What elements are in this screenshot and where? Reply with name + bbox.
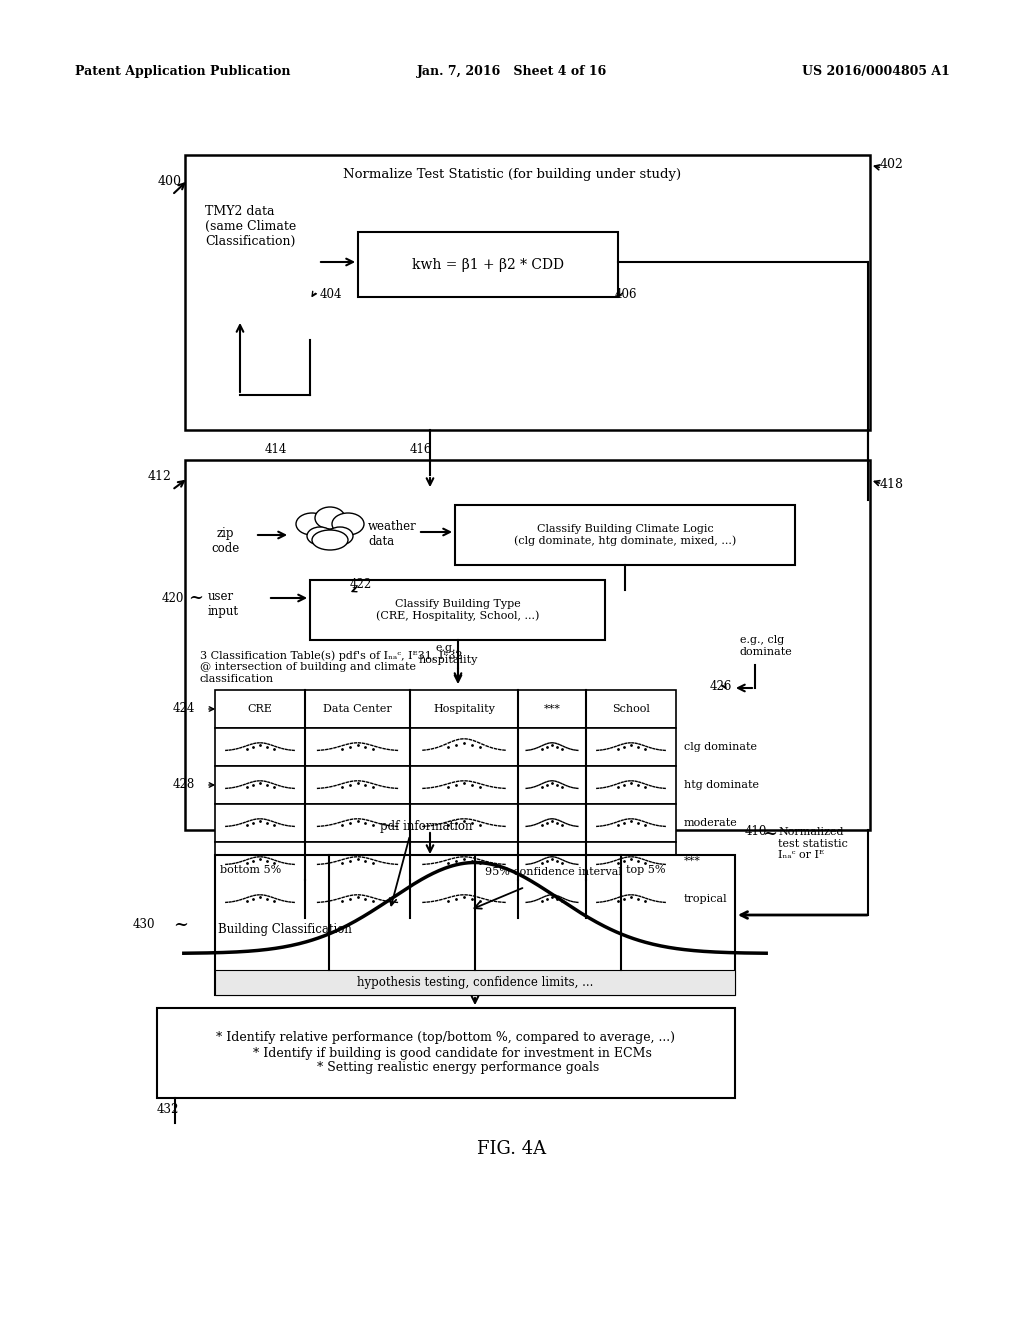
Bar (358, 232, 618, 297)
Text: Normalize Test Statistic (for building under study): Normalize Test Statistic (for building u… (343, 168, 681, 181)
Text: * Identify relative performance (top/bottom %, compared to average, ...)
   * Id: * Identify relative performance (top/bot… (216, 1031, 676, 1074)
Ellipse shape (327, 527, 353, 545)
Bar (185, 154, 870, 430)
Text: top 5%: top 5% (626, 865, 666, 875)
Text: Hospitality: Hospitality (433, 704, 495, 714)
Text: hypothesis testing, confidence limits, ...: hypothesis testing, confidence limits, .… (356, 975, 593, 989)
Text: user
input: user input (208, 590, 239, 618)
Text: FIG. 4A: FIG. 4A (477, 1140, 547, 1158)
Text: US 2016/0004805 A1: US 2016/0004805 A1 (802, 66, 950, 78)
Text: 422: 422 (350, 578, 373, 591)
Text: 430: 430 (132, 919, 155, 932)
Bar (310, 579, 605, 640)
Bar (215, 804, 676, 842)
Text: ***: *** (684, 855, 700, 866)
Ellipse shape (332, 513, 364, 535)
Text: tropical: tropical (684, 894, 728, 904)
Text: Normalized
test statistic
Iₙₐᶜ or Iᴱ: Normalized test statistic Iₙₐᶜ or Iᴱ (778, 828, 848, 861)
Text: zip
code: zip code (211, 527, 240, 554)
Text: 3 Classification Table(s) pdf's of Iₙₐᶜ, Iᴱ31, Iᴱ32
@ intersection of building a: 3 Classification Table(s) pdf's of Iₙₐᶜ,… (200, 649, 463, 684)
Text: ~: ~ (173, 916, 188, 935)
Text: ~: ~ (188, 589, 203, 607)
Text: e.g.,
hospitality: e.g., hospitality (419, 643, 477, 664)
Text: 426: 426 (710, 680, 732, 693)
Ellipse shape (315, 507, 345, 529)
Text: ***: *** (544, 704, 560, 714)
Ellipse shape (312, 531, 348, 550)
Text: 400: 400 (158, 176, 182, 187)
Text: 412: 412 (148, 470, 172, 483)
Text: pdf information: pdf information (380, 820, 472, 833)
Text: kwh = β1 + β2 * CDD: kwh = β1 + β2 * CDD (412, 257, 564, 272)
Text: Classify Building Type
(CRE, Hospitality, School, ...): Classify Building Type (CRE, Hospitality… (376, 599, 540, 622)
Bar (215, 880, 676, 917)
Text: clg dominate: clg dominate (684, 742, 757, 752)
Text: htg dominate: htg dominate (684, 780, 759, 789)
Text: 428: 428 (173, 779, 195, 792)
Text: CRE: CRE (248, 704, 272, 714)
Bar (185, 459, 870, 830)
Bar (215, 729, 676, 766)
Ellipse shape (307, 527, 333, 545)
Text: bottom 5%: bottom 5% (220, 865, 282, 875)
Text: 416: 416 (410, 444, 432, 455)
Text: Classify Building Climate Logic
(clg dominate, htg dominate, mixed, ...): Classify Building Climate Logic (clg dom… (514, 524, 736, 546)
Text: Jan. 7, 2016   Sheet 4 of 16: Jan. 7, 2016 Sheet 4 of 16 (417, 66, 607, 78)
Text: 402: 402 (880, 158, 904, 172)
Text: Data Center: Data Center (324, 704, 392, 714)
Text: 404: 404 (319, 288, 342, 301)
Text: 432: 432 (157, 1104, 179, 1115)
Bar (215, 842, 676, 880)
Text: School: School (612, 704, 650, 714)
Bar (215, 970, 735, 995)
Text: weather
data: weather data (368, 520, 417, 548)
Bar (157, 1008, 735, 1098)
Text: 414: 414 (265, 444, 288, 455)
Bar (455, 506, 795, 565)
Text: 424: 424 (173, 702, 195, 715)
Text: moderate: moderate (684, 818, 737, 828)
Bar (215, 690, 676, 729)
Text: 420: 420 (162, 591, 184, 605)
Text: Building Classification: Building Classification (218, 923, 352, 936)
Text: Patent Application Publication: Patent Application Publication (75, 66, 291, 78)
Text: TMY2 data
(same Climate
Classification): TMY2 data (same Climate Classification) (205, 205, 296, 248)
Text: 410: 410 (745, 825, 767, 838)
Ellipse shape (296, 513, 328, 535)
Text: 418: 418 (880, 478, 904, 491)
Bar (215, 766, 676, 804)
Text: 406: 406 (615, 288, 638, 301)
Text: ~: ~ (762, 825, 777, 843)
Text: e.g., clg
dominate: e.g., clg dominate (740, 635, 793, 656)
Text: 95% confidence interval: 95% confidence interval (485, 867, 622, 876)
Bar (215, 855, 735, 995)
